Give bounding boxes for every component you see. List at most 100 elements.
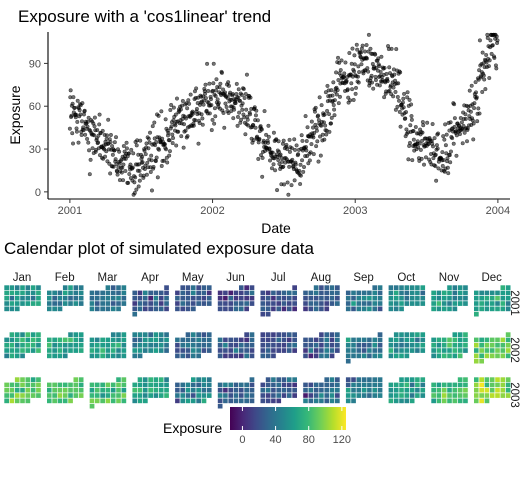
calendar-day-cell [78, 284, 85, 291]
scatter-point [162, 142, 167, 147]
calendar-day-cell [478, 289, 485, 296]
calendar-day-cell [3, 392, 10, 399]
calendar-day-cell [409, 295, 416, 302]
calendar-day-cell [30, 381, 37, 388]
calendar-day-cell [478, 387, 485, 394]
calendar-day-cell [227, 387, 234, 394]
calendar-day-cell [377, 352, 383, 359]
calendar-day-cell [120, 300, 127, 307]
scatter-point [488, 38, 493, 43]
scatter-point [443, 122, 448, 127]
calendar-day-cell [89, 342, 96, 349]
scatter-point [257, 136, 262, 141]
scatter-point [327, 112, 332, 117]
calendar-day-cell [302, 347, 309, 354]
calendar-day-cell [46, 336, 53, 343]
calendar-day-cell [323, 305, 330, 312]
calendar-day-cell [505, 295, 512, 302]
calendar-day-cell [110, 305, 117, 312]
scatter-point [314, 128, 319, 133]
calendar-day-cell [105, 392, 111, 399]
calendar-day-cell [227, 397, 234, 404]
calendar-day-cell [489, 376, 496, 383]
scatter-point [468, 109, 473, 114]
scatter-point [487, 76, 492, 81]
scatter-point [256, 156, 261, 161]
scatter-point [85, 124, 90, 129]
scatter-point [371, 86, 376, 91]
scatter-point [206, 88, 211, 93]
scatter-point [211, 61, 216, 66]
calendar-day-cell [19, 352, 26, 359]
scatter-point [149, 153, 154, 158]
scatter-point [298, 182, 303, 187]
calendar-day-cell [403, 342, 410, 349]
calendar-day-cell [3, 289, 10, 296]
calendar-day-cell [163, 336, 170, 343]
calendar-day-cell [414, 336, 421, 343]
calendar-day-cell [14, 347, 21, 354]
calendar-day-cell [291, 305, 298, 312]
scatter-point [471, 121, 476, 126]
scatter-point [108, 132, 113, 137]
calendar-day-cell [291, 342, 298, 349]
calendar-day-cell [446, 336, 453, 343]
calendar-day-cell [233, 300, 239, 307]
calendar-day-cell [345, 387, 352, 394]
scatter-title: Exposure with a 'cos1linear' trend [18, 7, 271, 26]
scatter-point [87, 172, 92, 177]
calendar-day-cell [483, 300, 490, 307]
scatter-point [235, 123, 240, 128]
calendar-day-cell [345, 300, 352, 307]
calendar-day-cell [9, 336, 15, 343]
calendar-day-cell [291, 392, 298, 399]
scatter-point [215, 97, 220, 102]
calendar-day-cell [398, 392, 405, 399]
calendar-day-cell [67, 300, 74, 307]
calendar-day-cell [243, 347, 250, 354]
calendar-day-cell [355, 342, 362, 349]
calendar-day-cell [371, 305, 378, 312]
calendar-day-cell [227, 352, 234, 359]
scatter-point [154, 155, 159, 160]
calendar-day-cell [201, 300, 207, 307]
calendar-day-cell [286, 342, 293, 349]
calendar-day-cell [105, 397, 111, 404]
calendar-day-cell [99, 300, 106, 307]
scatter-point [319, 123, 324, 128]
scatter-point [152, 120, 157, 125]
calendar-day-cell [259, 397, 266, 404]
calendar-day-cell [51, 336, 58, 343]
calendar-day-cell [195, 300, 202, 307]
calendar-day-cell [195, 295, 202, 302]
calendar-day-cell [329, 376, 335, 383]
calendar-day-cell [35, 387, 42, 394]
calendar-day-cell [499, 342, 506, 349]
calendar-day-cell [30, 387, 37, 394]
calendar-day-cell [72, 347, 79, 354]
calendar-day-cell [24, 347, 31, 354]
calendar-day-cell [238, 387, 245, 394]
colorbar-legend: Exposure 0 40 80 120 [163, 407, 351, 446]
calendar-day-cell [430, 342, 437, 349]
calendar-day-cell [115, 342, 122, 349]
calendar-day-cell [89, 403, 96, 410]
calendar-day-cell [307, 352, 314, 359]
calendar-day-cell [56, 387, 63, 394]
scatter-point [173, 123, 178, 128]
scatter-point [484, 60, 489, 65]
calendar-day-cell [307, 392, 314, 399]
calendar-day-cell [137, 289, 143, 296]
scatter-point [471, 137, 476, 142]
calendar-day-cell [72, 331, 79, 338]
calendar-day-cell [142, 392, 149, 399]
calendar-day-cell [355, 392, 362, 399]
calendar-day-cell [329, 342, 335, 349]
scatter-point [382, 65, 387, 70]
calendar-day-cell [291, 300, 298, 307]
calendar-day-cell [457, 352, 464, 359]
calendar-day-cell [377, 347, 383, 354]
scatter-point [85, 119, 90, 124]
calendar-day-cell [137, 305, 143, 312]
